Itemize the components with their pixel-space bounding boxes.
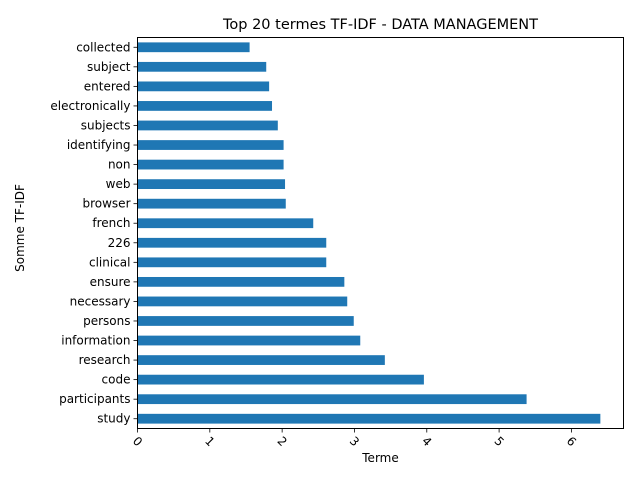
x-tick-label: 6 [564,434,579,449]
bar-226 [137,237,327,248]
x-tick-label: 5 [491,434,506,449]
y-tick-label: research [79,353,131,367]
bar-clinical [137,257,327,268]
x-axis-label: Terme [361,451,398,465]
x-tick-label: 4 [419,434,434,449]
bar-electronically [137,101,273,111]
bar-study [137,413,601,424]
y-tick-label: identifying [67,138,131,152]
bar-web [137,179,286,190]
bar-entered [137,81,270,92]
y-tick-label: subject [87,60,131,74]
chart-title: Top 20 termes TF-IDF - DATA MANAGEMENT [222,17,538,33]
y-tick-label: browser [82,197,130,211]
x-ticks: 0 1 2 3 4 5 6 [130,428,579,449]
plot-frame [137,37,624,429]
y-tick-label: electronically [50,99,130,113]
x-tick-label: 0 [130,434,145,449]
y-tick-label: web [106,177,131,191]
x-tick-label: 3 [347,434,362,449]
bar-french [137,218,314,229]
y-tick-label: study [97,412,130,426]
x-tick-label: 2 [274,434,289,449]
bar-research [137,355,385,365]
bar-necessary [137,296,348,307]
y-tick-label: entered [84,79,131,93]
y-tick-label: persons [83,314,130,328]
y-tick-label: information [61,334,130,348]
bar-subjects [137,120,278,131]
bar-participants [137,394,527,405]
bar-code [137,374,424,385]
y-tick-label: code [102,373,131,387]
y-axis-label: Somme TF-IDF [13,184,27,272]
bar-collected [137,42,250,53]
y-tick-label: non [108,158,131,172]
bar-browser [137,198,286,209]
y-tick-label: clinical [89,255,131,269]
bars-layer [137,42,601,424]
y-tick-label: french [92,216,130,230]
y-tick-label: ensure [90,275,131,289]
bar-ensure [137,276,345,287]
x-tick-label: 1 [202,434,217,449]
bar-information [137,335,361,346]
y-tick-label: subjects [81,118,131,132]
bar-subject [137,61,267,72]
bar-non [137,159,284,170]
y-tick-label: participants [59,392,130,406]
bar-identifying [137,140,284,150]
bar-persons [137,316,354,326]
y-tick-label: collected [76,40,130,54]
y-ticks: study participants code research information… [50,40,138,426]
y-tick-label: necessary [70,294,131,308]
y-tick-label: 226 [108,236,131,250]
